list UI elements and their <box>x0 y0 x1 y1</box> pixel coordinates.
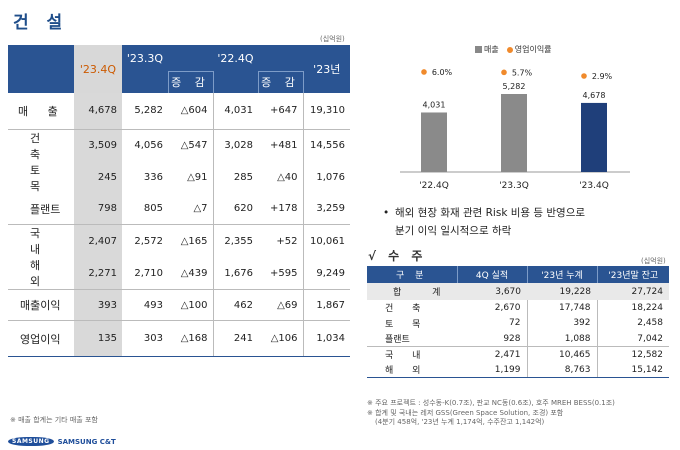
samsung-logo-text: SAMSUNG C&T <box>57 437 116 446</box>
footnote-left: ※ 매출 합계는 기타 매출 포함 <box>10 416 98 424</box>
table-row: 국 내 2,471 10,465 12,582 <box>367 346 669 362</box>
col-header-23y: '23년 <box>303 45 350 93</box>
table-row: 토 목 72 392 2,458 <box>367 315 669 331</box>
table-row: 플랜트 928 1,088 7,042 <box>367 331 669 347</box>
legend-item-revenue: 매출 <box>475 44 499 55</box>
chart-margin-point <box>501 69 507 76</box>
legend-item-margin: 영업이익률 <box>506 44 552 55</box>
footnote: ※ 주요 프로젝트 : 성수동-K(0.7조), 판교 NC동(0.6조), 호… <box>367 399 615 407</box>
orders-col-header: '23년말 잔고 <box>596 266 669 283</box>
table-row: 매출이익 393 493 △100 462 △69 1,867 <box>8 289 350 321</box>
chart-category-label: '23.3Q <box>499 181 529 191</box>
revenue-margin-chart: 4,031 6.0% '22.4Q 5,282 5.7% '23.3Q 4,678 2.9% '… <box>400 68 630 191</box>
unit-label-left: (십억원) <box>320 35 345 43</box>
chart-bar <box>501 94 527 172</box>
samsung-logo: SAMSUNG SAMSUNG C&T <box>8 437 116 446</box>
revenue-table: '23.4Q '23.3Q '22.4Q '23년 증 감 증 감 매 출 4,… <box>8 45 350 357</box>
chart-category-label: '23.4Q <box>579 181 609 191</box>
table-row: 건 축 3,509 4,056 △547 3,028 +481 14,556 <box>8 128 350 162</box>
table-row: 토 목 245 336 △91 285 △40 1,076 <box>8 161 350 194</box>
bullet-dot-icon: • <box>383 207 390 219</box>
orders-col-header: '23년 누계 <box>526 266 597 283</box>
samsung-logo-mark: SAMSUNG <box>8 437 54 446</box>
chart-legend: 매출 영업이익률 <box>475 44 552 55</box>
chart-margin-label: 5.7% <box>512 68 533 77</box>
table-row: 국 내 2,407 2,572 △165 2,355 +52 10,061 <box>8 224 350 257</box>
orders-title: √ 수 주 <box>368 249 427 263</box>
table-row: 플랜트 798 805 △7 620 +178 3,259 <box>8 193 350 225</box>
orders-table: 구 분 4Q 실적 '23년 누계 '23년말 잔고 합 계 3,670 19,… <box>367 266 669 378</box>
chart-bar-label: 5,282 <box>503 82 526 91</box>
footnote: ※ 합계 및 국내는 레저 GSS(Green Space Solution, … <box>367 408 564 417</box>
chart-bar-label: 4,031 <box>423 100 446 109</box>
col-header-change-yoy: 증 감 <box>257 70 304 93</box>
col-header-22-4q: '22.4Q <box>213 45 258 71</box>
chart-bar <box>581 102 607 172</box>
chart-margin-label: 2.9% <box>592 72 613 81</box>
footnotes-right: ※ 주요 프로젝트 : 성수동-K(0.7조), 판교 NC동(0.6조), 호… <box>367 399 615 428</box>
legend-dot-margin <box>506 46 513 53</box>
chart-category-label: '22.4Q <box>419 181 449 191</box>
legend-swatch-revenue <box>475 46 482 53</box>
table-row: 합 계 3,670 19,228 27,724 <box>367 283 669 300</box>
chart-margin-label: 6.0% <box>432 68 453 77</box>
unit-label-right: (십억원) <box>641 257 666 265</box>
table-row: 매 출 4,678 5,282 △604 4,031 +647 19,310 <box>8 93 350 129</box>
chart-bar-label: 4,678 <box>583 91 606 100</box>
table-row: 해 외 1,199 8,763 15,142 <box>367 362 669 378</box>
orders-col-header: 구 분 <box>367 266 457 283</box>
col-header-change-qoq: 증 감 <box>167 70 214 93</box>
col-header-23-3q: '23.3Q <box>122 45 168 71</box>
chart-bar <box>421 112 447 172</box>
orders-col-header: 4Q 실적 <box>456 266 527 283</box>
footnote: (4분기 458억, '23년 누계 1,174억, 수주잔고 1,142억) <box>375 418 545 426</box>
chart-margin-point <box>421 69 427 75</box>
col-header-23-4q: '23.4Q <box>74 45 122 93</box>
table-row: 영업이익 135 303 △168 241 △106 1,034 <box>8 320 350 357</box>
commentary: • 해외 현장 화재 관련 Risk 비용 등 반영으로 분기 이익 일시적으로 … <box>383 204 585 240</box>
chart-margin-point <box>581 73 587 79</box>
table-row: 해 외 2,271 2,710 △439 1,676 +595 9,249 <box>8 257 350 290</box>
table-row: 건 축 2,670 17,748 18,224 <box>367 300 669 316</box>
page-title: 건 설 <box>13 13 69 33</box>
